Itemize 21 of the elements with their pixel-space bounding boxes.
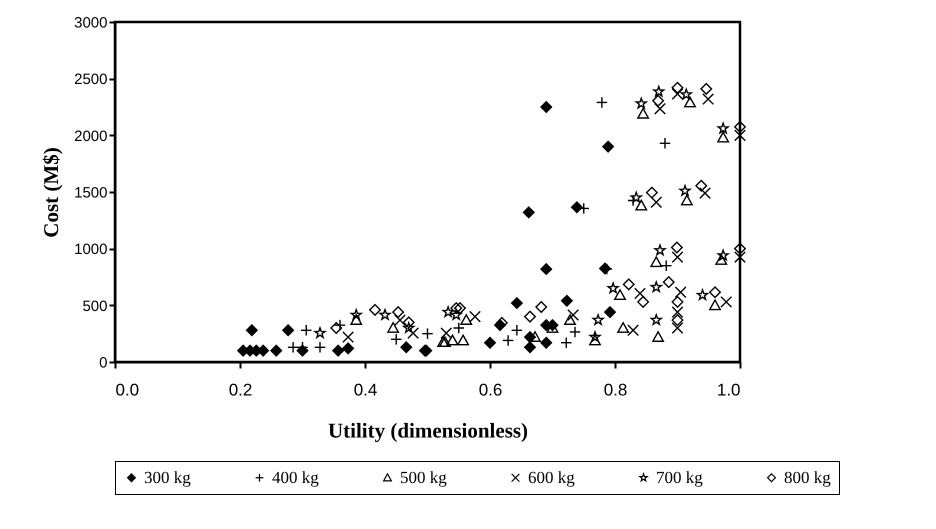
x-tick-label: 0.6 [478,380,502,400]
x-tick-label: 0.0 [116,380,140,400]
y-tick-label: 3000 [74,14,108,32]
legend-label: 400 kg [272,468,320,487]
x-axis-title: Utility (dimensionless) [328,418,528,442]
x-tick-label: 0.4 [354,380,378,400]
legend-label: 600 kg [528,468,576,487]
legend-label: 800 kg [784,468,832,487]
y-axis-title: Cost (M$) [39,147,64,238]
y-tick-label: 0 [99,354,108,372]
x-tick-label: 1.0 [716,380,740,400]
x-tick-label: 0.2 [228,380,252,400]
y-tick-label: 500 [82,298,108,315]
x-tick-label: 0.8 [604,380,628,400]
y-tick-label: 2500 [74,71,108,88]
y-tick-label: 1500 [74,184,108,202]
y-tick-label: 2000 [74,128,108,145]
legend-label: 300 kg [144,468,192,487]
legend-label: 500 kg [400,468,448,487]
legend-label: 700 kg [656,468,704,487]
y-tick-label: 1000 [74,241,108,258]
